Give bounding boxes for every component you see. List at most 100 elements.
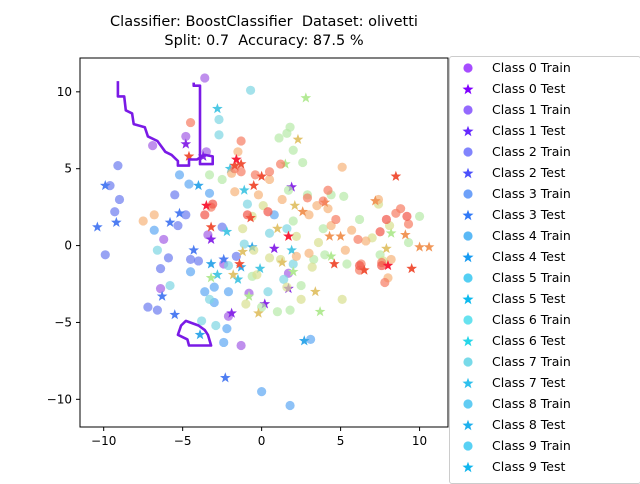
test-point bbox=[300, 92, 312, 103]
train-point bbox=[288, 259, 298, 269]
test-point bbox=[238, 184, 250, 195]
test-point bbox=[370, 195, 381, 206]
train-point bbox=[149, 210, 159, 220]
test-point bbox=[254, 263, 266, 274]
legend-item: Class 5 Train bbox=[450, 268, 640, 289]
test-point bbox=[272, 223, 283, 234]
test-point bbox=[292, 133, 304, 145]
train-point bbox=[236, 340, 246, 351]
test-point bbox=[286, 244, 297, 255]
train-point bbox=[200, 287, 210, 297]
data-points-layer bbox=[92, 73, 435, 411]
test-point bbox=[276, 256, 288, 268]
x-tick-label: 10 bbox=[412, 434, 427, 448]
train-point bbox=[155, 284, 166, 294]
x-tick-label: 5 bbox=[337, 434, 345, 448]
train-point bbox=[282, 224, 292, 234]
test-point bbox=[256, 170, 267, 181]
legend-item: Class 6 Test bbox=[450, 331, 640, 352]
legend-item: Class 1 Test bbox=[450, 121, 640, 142]
train-point bbox=[245, 85, 256, 95]
test-point bbox=[358, 264, 370, 275]
legend-star-marker bbox=[462, 209, 474, 221]
y-tick-label: −5 bbox=[54, 315, 72, 329]
train-point bbox=[219, 337, 229, 348]
legend-circle-marker bbox=[463, 441, 473, 451]
legend-label: Class 6 Test bbox=[492, 333, 566, 348]
legend-label: Class 9 Test bbox=[492, 459, 566, 474]
legend-item: Class 0 Test bbox=[450, 79, 640, 100]
train-point bbox=[204, 188, 215, 198]
train-point bbox=[380, 277, 390, 288]
legend: Class 0 Train Class 0 Test Class 1 Train Cl… bbox=[449, 56, 640, 484]
test-point bbox=[227, 269, 239, 280]
test-point bbox=[174, 207, 185, 218]
train-point bbox=[257, 302, 267, 312]
test-point bbox=[268, 243, 280, 254]
train-point bbox=[222, 324, 232, 334]
train-point bbox=[148, 141, 158, 151]
legend-label: Class 0 Test bbox=[492, 81, 566, 96]
test-point bbox=[325, 250, 337, 261]
train-point bbox=[375, 227, 385, 237]
test-point bbox=[259, 298, 271, 309]
train-point bbox=[159, 234, 169, 245]
train-point bbox=[155, 264, 166, 274]
test-point bbox=[381, 243, 392, 254]
train-point bbox=[339, 191, 349, 201]
x-tick-label: 0 bbox=[258, 434, 266, 448]
legend-circle-marker bbox=[463, 357, 473, 367]
legend-label: Class 1 Train bbox=[492, 102, 571, 117]
train-point bbox=[170, 190, 180, 200]
legend-star-marker bbox=[462, 83, 474, 95]
legend-label: Class 8 Test bbox=[492, 417, 566, 432]
train-point bbox=[361, 236, 371, 246]
train-point bbox=[223, 260, 234, 271]
test-point bbox=[280, 158, 291, 169]
test-point bbox=[219, 372, 231, 383]
legend-star-marker bbox=[462, 125, 474, 137]
train-point bbox=[100, 250, 110, 260]
test-point bbox=[156, 290, 168, 301]
train-point bbox=[323, 185, 333, 195]
test-point bbox=[235, 158, 247, 169]
train-point bbox=[291, 251, 301, 261]
test-point bbox=[423, 241, 435, 252]
legend-label: Class 5 Train bbox=[492, 270, 571, 285]
test-point bbox=[164, 216, 176, 228]
train-point bbox=[304, 210, 314, 220]
train-point bbox=[208, 199, 218, 209]
train-point bbox=[204, 294, 215, 304]
train-point bbox=[386, 254, 396, 265]
train-point bbox=[264, 228, 275, 238]
train-point bbox=[282, 282, 292, 292]
train-point bbox=[288, 216, 298, 226]
test-point bbox=[400, 229, 411, 240]
train-point bbox=[279, 274, 289, 284]
train-point bbox=[354, 260, 365, 271]
train-point bbox=[249, 245, 259, 255]
train-point bbox=[318, 196, 328, 206]
legend-label: Class 1 Test bbox=[492, 123, 566, 138]
legend-item: Class 4 Train bbox=[450, 226, 640, 247]
train-point bbox=[233, 147, 243, 157]
train-point bbox=[274, 133, 284, 143]
test-point bbox=[335, 230, 346, 241]
legend-label: Class 9 Train bbox=[492, 438, 571, 453]
train-point bbox=[174, 170, 185, 180]
train-point bbox=[302, 193, 313, 203]
legend-item: Class 9 Test bbox=[450, 457, 640, 478]
legend-circle-marker bbox=[463, 273, 473, 283]
train-point bbox=[113, 161, 123, 171]
test-point bbox=[231, 153, 242, 165]
test-point bbox=[212, 269, 223, 280]
train-point bbox=[414, 211, 425, 221]
train-point bbox=[238, 224, 248, 234]
test-point bbox=[194, 329, 206, 340]
decision-boundary-layer bbox=[116, 81, 214, 347]
train-point bbox=[337, 162, 347, 172]
train-point bbox=[275, 159, 286, 169]
train-point bbox=[291, 231, 301, 241]
train-point bbox=[152, 305, 162, 315]
test-point bbox=[212, 103, 223, 114]
